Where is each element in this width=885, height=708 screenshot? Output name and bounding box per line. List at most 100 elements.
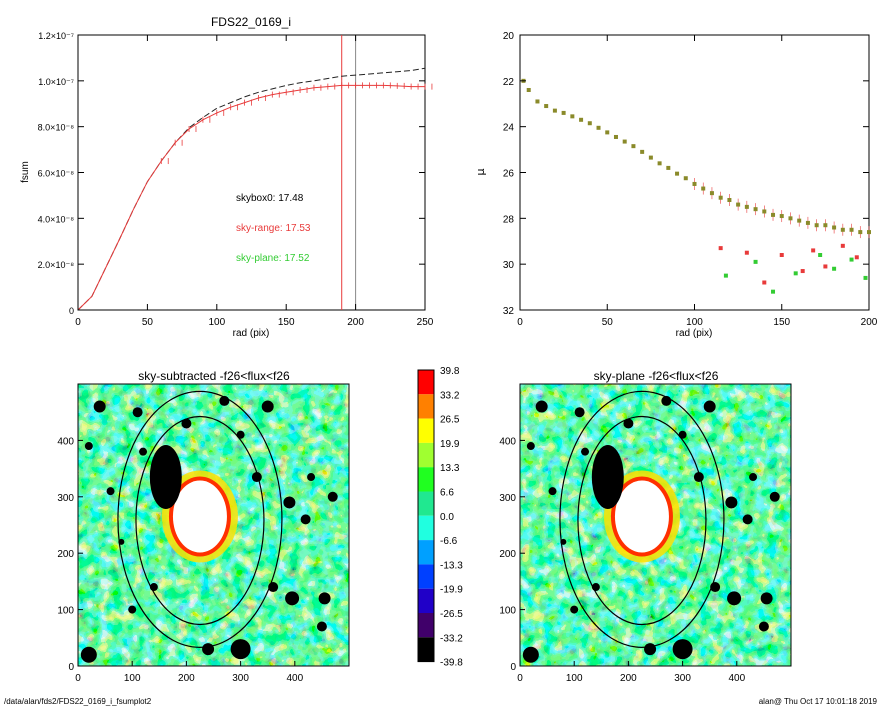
colorbar-swatch [418, 467, 434, 492]
mu-point [666, 165, 671, 170]
fsum-ytick-label: 4.0×10⁻⁸ [38, 214, 75, 224]
sky-subtracted-mask [80, 646, 97, 663]
fsum-ytick-label: 8.0×10⁻⁸ [38, 123, 75, 133]
sky-plane-mask [760, 592, 773, 605]
sky-subtracted-mask-large [149, 445, 182, 510]
skybox0-annotation: skybox0: 17.48 [236, 193, 304, 204]
colorbar-label: 0.0 [440, 512, 454, 523]
sky-plane-galaxy-core [614, 480, 669, 553]
sky-plane-annotation: sky-plane: 17.52 [236, 253, 310, 264]
mu-point [683, 176, 688, 181]
sky-plane-mask [548, 487, 557, 496]
mu-point [753, 207, 758, 212]
sky-plane-mask [672, 639, 693, 660]
colorbar-label: 13.3 [440, 463, 460, 474]
sky-plane-xtick-label: 100 [566, 673, 583, 684]
colorbar: 39.8 33.2 26.5 19.9 13.3 6.6 0.0 -6.6 -13.3 -19.9… [417, 366, 463, 669]
colorbar-swatch [418, 442, 434, 468]
colorbar-swatch [418, 515, 434, 541]
sky-plane-ytick-label: 300 [499, 493, 516, 504]
sky-subtracted-galaxy-core [172, 480, 227, 553]
mu-ytick-label: 32 [503, 306, 515, 317]
sky-plane-mask [758, 621, 769, 632]
colorbar-label: -33.2 [440, 633, 463, 644]
mu-point [613, 134, 618, 139]
mu-point [788, 216, 793, 221]
sky-subtracted-mask [300, 514, 311, 525]
mu-point [771, 289, 776, 294]
sky-plane-xtick-label: 400 [728, 673, 745, 684]
mu-point [779, 214, 784, 219]
mu-ytick-label: 20 [503, 31, 515, 42]
colorbar-label: -13.3 [440, 560, 463, 571]
footer-path: /data/alan/fds2/FDS22_0169_i_fsumplot2 [4, 697, 152, 706]
mu-point [579, 117, 584, 122]
mu-xlabel: rad (pix) [676, 328, 713, 339]
fsum-ylabel: fsum [20, 161, 31, 183]
sky-subtracted-xtick-label: 0 [75, 673, 81, 684]
mu-point [701, 186, 706, 191]
mu-point [744, 204, 749, 209]
sky-plane-mask [623, 418, 634, 429]
sky-plane-xtick-label: 0 [517, 673, 523, 684]
fsum-ytick-label: 1.2×10⁻⁷ [38, 31, 74, 41]
sky-plane-mask [522, 646, 539, 663]
colorbar-label: 33.2 [440, 390, 460, 401]
sky-range-annotation: sky-range: 17.53 [236, 223, 311, 234]
mu-point [622, 139, 627, 144]
colorbar-swatch [418, 394, 434, 419]
sky-plane-mask [581, 447, 590, 456]
colorbar-label: 39.8 [440, 366, 460, 377]
fsum-xtick-label: 100 [208, 317, 225, 328]
mu-xtick-label: 200 [861, 317, 878, 328]
colorbar-label: 6.6 [440, 488, 454, 499]
sky-subtracted-mask [316, 621, 327, 632]
mu-ytick-label: 22 [503, 77, 515, 88]
sky-subtracted-xtick-label: 300 [232, 673, 249, 684]
mu-point [535, 99, 540, 104]
colorbar-label: 26.5 [440, 415, 460, 426]
sky-plane-mask [725, 496, 738, 509]
mu-point [832, 266, 837, 271]
mu-point [605, 130, 610, 135]
sky-subtracted-outer-aperture [117, 390, 283, 648]
fsum-xtick-label: 0 [75, 317, 81, 328]
sky-plane-mask [703, 400, 716, 413]
mu-point [849, 227, 854, 232]
colorbar-label: -39.8 [440, 658, 463, 669]
mu-point [800, 269, 805, 274]
sky-subtracted-frame [77, 383, 350, 667]
sky-subtracted-mask [318, 592, 331, 605]
colorbar-swatch [418, 613, 434, 638]
sky-plane-mask [570, 605, 579, 614]
sky-plane-mask [644, 643, 657, 656]
sky-subtracted-ytick-label: 100 [57, 606, 74, 617]
sky-subtracted-inner-aperture [135, 415, 265, 626]
fsum-xtick-label: 50 [142, 317, 154, 328]
sky-plane-ytick-label: 400 [499, 436, 516, 447]
mu-panel: 0 50 100 150 200 20 22 24 26 28 30 32 rad (pix) μ [474, 31, 878, 339]
mu-point [675, 171, 680, 176]
sky-plane-ytick-label: 100 [499, 606, 516, 617]
sky-subtracted-title: sky-subtracted -f26<flux<f26 [138, 369, 290, 383]
mu-point [832, 225, 837, 230]
fsum-ytick-label: 2.0×10⁻⁸ [38, 260, 75, 270]
sky-subtracted-xtick-label: 400 [286, 673, 303, 684]
sky-subtracted-image-panel: 0 100 200 300 400 0 100 200 300 400 sky-subtracte… [57, 369, 350, 684]
mu-xtick-label: 150 [773, 317, 790, 328]
sky-subtracted-mask [139, 447, 148, 456]
mu-point [858, 230, 863, 235]
colorbar-swatch [418, 637, 434, 662]
colorbar-label: -6.6 [440, 536, 458, 547]
sky-plane-inner-aperture [577, 415, 707, 626]
fsum-ytick-label: 6.0×10⁻⁸ [38, 169, 75, 179]
fsum-ytick-label: 1.0×10⁻⁷ [38, 77, 74, 87]
mu-point [596, 125, 601, 130]
colorbar-frame [417, 369, 435, 663]
sky-plane-mask [574, 407, 585, 418]
fsum-title: FDS22_0169_i [211, 15, 291, 29]
fsum-ytick-label: 0 [69, 306, 74, 316]
sky-subtracted-mask [202, 643, 215, 656]
mu-ytick-label: 26 [503, 169, 515, 180]
mu-point [744, 250, 749, 255]
